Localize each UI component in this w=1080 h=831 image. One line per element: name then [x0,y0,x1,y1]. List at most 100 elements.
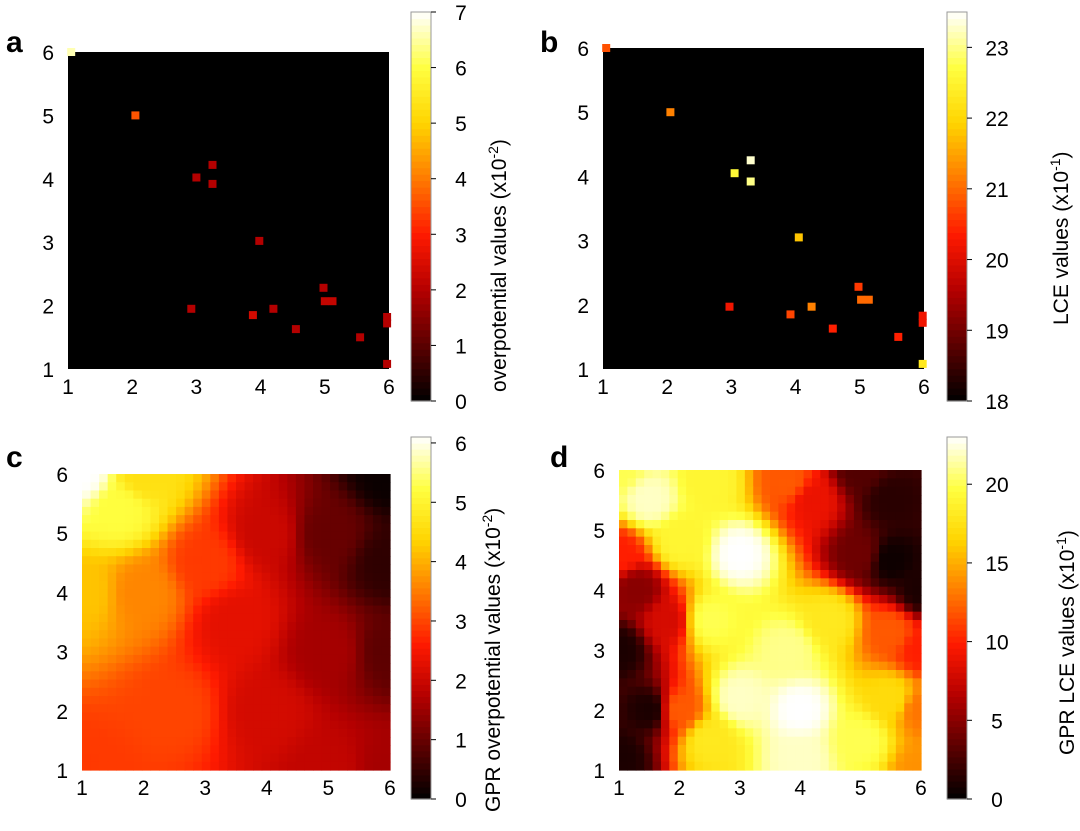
panel-a-point-9 [248,311,257,320]
panel-c-cell [176,712,186,722]
panel-c-cell [313,597,323,607]
panel-c-cell [304,745,314,755]
panel-d-cell [820,511,830,521]
panel-d-cell [652,511,662,521]
panel-d-cell [736,736,746,746]
panel-c-cell [270,638,280,648]
panel-d-cell [660,761,670,771]
panel-d-colorbar-band [947,467,967,474]
panel-d-colorbar-band [947,648,967,655]
panel-d-cell [677,611,687,621]
panel-c-cell [372,737,383,746]
panel-c-cell [364,720,374,730]
panel-c-cell [261,564,271,574]
panel-c-cell [295,622,306,631]
panel-c-cell [381,548,391,557]
panel-d-cell [803,745,813,754]
panel-d-cell [837,595,847,604]
panel-d-cell [770,553,779,563]
panel-d-cell [694,728,704,738]
panel-d-colorbar-band [947,611,967,619]
panel-d-cell [728,670,738,679]
panel-d-cell [870,653,880,663]
panel-c-cell [355,539,365,549]
panel-b-colorbar-band [947,323,967,331]
panel-c-cell [236,737,246,746]
panel-d-cell [870,761,880,771]
panel-c-colorbar-band [411,720,431,728]
panel-c-cell [355,572,365,582]
panel-c-cell [218,539,229,549]
panel-c-cell [330,548,340,557]
panel-d-cell [786,528,796,538]
panel-c-cell [364,622,374,631]
panel-d-cell [686,653,696,663]
panel-d-cell [619,645,628,654]
panel-d-cell [820,678,830,688]
panel-d-cell [677,536,687,546]
panel-d-cell [627,628,637,638]
panel-d-cell [862,711,872,721]
panel-c-cell [347,728,357,738]
panel-c-cell [244,523,254,533]
panel-c-cell [167,654,177,664]
panel-d-cell [677,695,687,704]
panel-d-cell [795,553,805,563]
panel-d-cell [795,720,805,729]
panel-d-colorbar-band [947,515,967,523]
panel-d-colorbar-band [947,678,967,685]
panel-c-cell [124,630,134,640]
panel-d-cell [879,536,889,546]
panel-c-cell [210,712,220,722]
panel-d-cell [879,603,889,613]
panel-d-colorbar-band [947,762,967,770]
panel-a-colorbar-band [411,264,431,272]
panel-d-cell [635,595,645,604]
panel-d-cell [912,486,922,496]
panel-c-cell [338,622,348,631]
panel-d-cell [711,736,721,746]
panel-c-cell [244,679,254,689]
panel-d-cell [870,511,880,521]
panel-b-colorbar-band [947,375,967,383]
panel-c-cell [381,761,391,771]
panel-c-cell [330,638,340,648]
panel-d-cell [711,503,721,513]
panel-d-cell [887,570,897,579]
panel-a-colorbar-band [411,375,431,383]
panel-c-cell [141,506,152,516]
panel-d-cell [845,528,855,538]
panel-c-cell [133,531,143,541]
panel-c-cell [381,523,391,533]
panel-a-colorbar-tick-7: 7 [455,2,467,25]
panel-c-cell [338,728,348,738]
panel-d-colorbar-frame [946,436,968,800]
panel-c-cell [381,597,391,607]
panel-c-cell [364,531,374,541]
panel-d-cell [887,603,897,613]
panel-d-cell [837,761,847,771]
panel-d-x-tick-3: 3 [734,777,746,800]
panel-d-cell [635,678,645,688]
panel-c-cell [150,498,160,508]
panel-c-cell [116,638,126,648]
panel-c-cell [330,490,340,500]
panel-d-cell [694,611,704,621]
panel-c-cell [355,654,365,664]
panel-a-point-2 [131,111,140,120]
panel-d-cell [820,736,830,746]
panel-d-cell [778,678,788,688]
panel-c-cell [287,597,297,607]
panel-c-cell [124,490,134,500]
panel-d-cell [669,511,679,521]
panel-b-y-tick-2: 2 [577,295,589,318]
panel-d-cell [895,645,905,654]
panel-d-cell [719,578,729,588]
panel-d-cell [778,620,788,629]
panel-c-cell [141,728,152,738]
panel-d-cell [803,653,813,663]
panel-d-cell [635,636,645,646]
panel-c-cell [270,687,280,697]
panel-c-colorbar-band [411,672,431,679]
panel-d-cell [862,636,872,646]
